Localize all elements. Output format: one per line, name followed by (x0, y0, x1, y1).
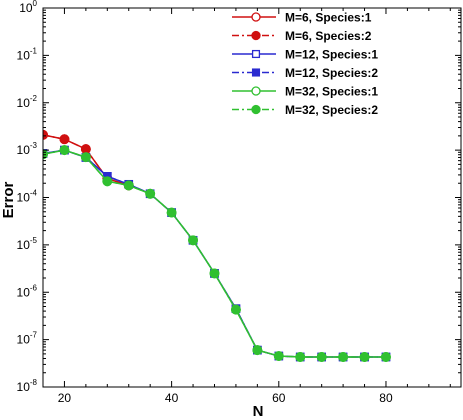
data-point (338, 352, 349, 362)
data-point (381, 352, 391, 362)
series-6 (43, 145, 391, 362)
data-point (166, 207, 177, 218)
legend-label: M=6, Species:2 (285, 29, 372, 43)
data-point (251, 30, 261, 41)
data-point (188, 235, 199, 246)
series-line (43, 149, 386, 358)
legend: M=6, Species:1 M=6, Species:2 M=12, Specie… (232, 11, 378, 117)
data-point (230, 304, 241, 315)
legend-label: M=12, Species:1 (285, 48, 378, 62)
legend-entry-5: M=32, Species:1 (232, 85, 378, 99)
x-tick-label: 80 (379, 391, 393, 405)
y-tick-label: 10-2 (17, 94, 38, 110)
data-point (251, 68, 261, 77)
legend-entry-4: M=12, Species:2 (232, 66, 378, 80)
x-axis-label: N (253, 403, 264, 420)
series-line (43, 149, 386, 358)
y-tick-label: 10-3 (17, 141, 38, 157)
y-axis-label: Error (0, 182, 17, 219)
data-point (102, 176, 113, 187)
x-tick-label: 60 (272, 391, 286, 405)
legend-label: M=32, Species:2 (285, 103, 378, 117)
data-point (316, 352, 327, 362)
legend-entry-3: M=12, Species:1 (232, 48, 378, 62)
series-4 (43, 145, 391, 362)
data-point (251, 49, 261, 59)
legend-entry-6: M=32, Species:2 (232, 103, 378, 117)
data-point (295, 352, 306, 362)
y-tick-label: 100 (19, 0, 37, 15)
data-point (80, 144, 91, 155)
series-line (43, 149, 386, 358)
legend-entry-2: M=6, Species:2 (232, 29, 372, 43)
legend-entry-1: M=6, Species:1 (232, 11, 372, 25)
data-point (251, 104, 261, 115)
legend-label: M=6, Species:1 (285, 11, 372, 25)
data-point (80, 152, 91, 163)
x-tick-label: 40 (165, 391, 179, 405)
data-point (145, 188, 156, 199)
y-tick-label: 10-6 (17, 283, 38, 299)
y-tick-label: 10-8 (17, 378, 38, 394)
data-point (59, 134, 70, 145)
data-point (251, 12, 261, 22)
series-line (43, 149, 386, 358)
y-tick-label: 10-4 (17, 189, 38, 205)
axes-layer: 20 40 60 80 10-8 10-7 10-6 10-5 10-4 10-3 10-2 10-1… (17, 0, 462, 405)
series-5 (43, 145, 391, 362)
data-point (251, 86, 261, 96)
data-point (123, 180, 134, 191)
x-tick-label: 20 (58, 391, 72, 405)
plot-frame (42, 7, 462, 388)
data-point (209, 268, 220, 279)
data-point (59, 145, 70, 156)
series-layer (43, 129, 391, 362)
series-3 (43, 145, 391, 362)
data-point (252, 345, 263, 356)
y-tick-label: 10-7 (17, 331, 38, 347)
data-point (359, 352, 370, 362)
y-tick-label: 10-1 (17, 46, 38, 62)
data-point (273, 351, 284, 362)
legend-label: M=32, Species:1 (285, 85, 378, 99)
y-tick-label: 10-5 (17, 236, 38, 252)
series-clip-group (43, 129, 391, 362)
legend-label: M=12, Species:2 (285, 66, 378, 80)
